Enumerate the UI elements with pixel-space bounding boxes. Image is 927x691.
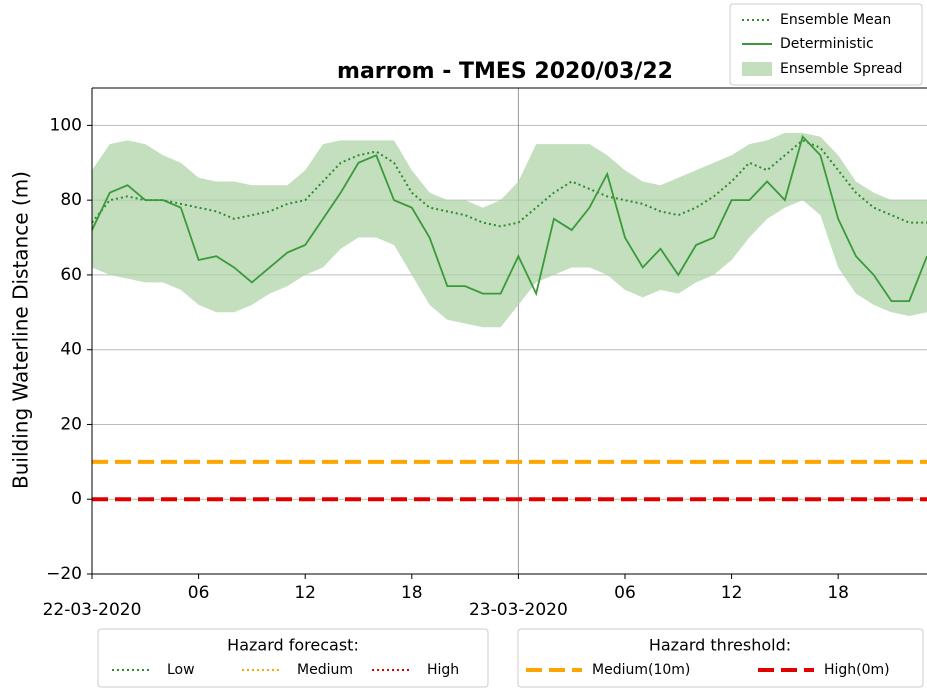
legend-label: Ensemble Spread [780, 61, 902, 77]
legend-label: Low [167, 662, 195, 678]
legend-label: Ensemble Mean [780, 12, 891, 28]
chart-title: marrom - TMES 2020/03/22 [337, 59, 673, 84]
legend-label: Deterministic [780, 36, 874, 52]
y-tick-label: 80 [60, 190, 82, 210]
legend-swatch [742, 62, 772, 76]
x-tick-label: 23-03-2020 [469, 600, 568, 620]
series-line [91, 134, 927, 302]
ensemble-spread [92, 132, 927, 328]
legend-label: High [427, 662, 459, 678]
legend-box [517, 628, 924, 688]
series-line [91, 139, 927, 228]
legend-box [97, 628, 489, 688]
y-tick-label: 100 [50, 115, 82, 135]
x-tick-label: 18 [401, 583, 423, 603]
y-tick-label: 60 [60, 265, 82, 285]
x-tick-label: 12 [721, 583, 743, 603]
legend-title: Hazard forecast: [227, 636, 359, 655]
legend-label: Medium [297, 662, 353, 678]
y-tick-label: 20 [60, 414, 82, 434]
x-tick-label: 06 [188, 583, 210, 603]
y-axis-label: Building Waterline Distance (m) [9, 171, 33, 489]
x-tick-label: 12 [294, 583, 316, 603]
x-tick-label: 06 [614, 583, 636, 603]
y-tick-label: 40 [60, 340, 82, 360]
x-tick-label: 22-03-2020 [43, 600, 142, 620]
y-tick-label: 0 [71, 489, 82, 509]
y-tick-label: −20 [46, 564, 82, 584]
legend-box [729, 3, 923, 86]
legend-label: Medium(10m) [592, 662, 690, 678]
legend-label: High(0m) [824, 662, 890, 678]
x-tick-label: 18 [827, 583, 849, 603]
legend-title: Hazard threshold: [649, 636, 791, 655]
